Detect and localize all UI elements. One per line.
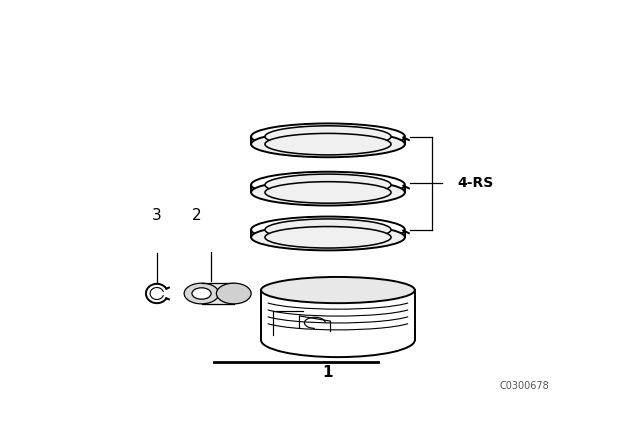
Ellipse shape: [265, 182, 391, 203]
Ellipse shape: [216, 283, 251, 304]
Ellipse shape: [251, 131, 405, 157]
Ellipse shape: [251, 224, 405, 250]
Text: 1: 1: [323, 366, 333, 380]
Ellipse shape: [251, 179, 405, 206]
Ellipse shape: [265, 126, 391, 147]
Text: 2: 2: [192, 208, 202, 224]
Ellipse shape: [265, 219, 391, 241]
Text: 3: 3: [152, 208, 162, 224]
Text: C0300678: C0300678: [499, 381, 548, 391]
Ellipse shape: [192, 288, 211, 299]
Ellipse shape: [265, 134, 391, 155]
Ellipse shape: [261, 277, 415, 303]
Ellipse shape: [265, 227, 391, 248]
Ellipse shape: [184, 283, 219, 304]
Text: 4-RS: 4-RS: [457, 176, 493, 190]
Polygon shape: [202, 283, 234, 304]
Ellipse shape: [265, 174, 391, 196]
